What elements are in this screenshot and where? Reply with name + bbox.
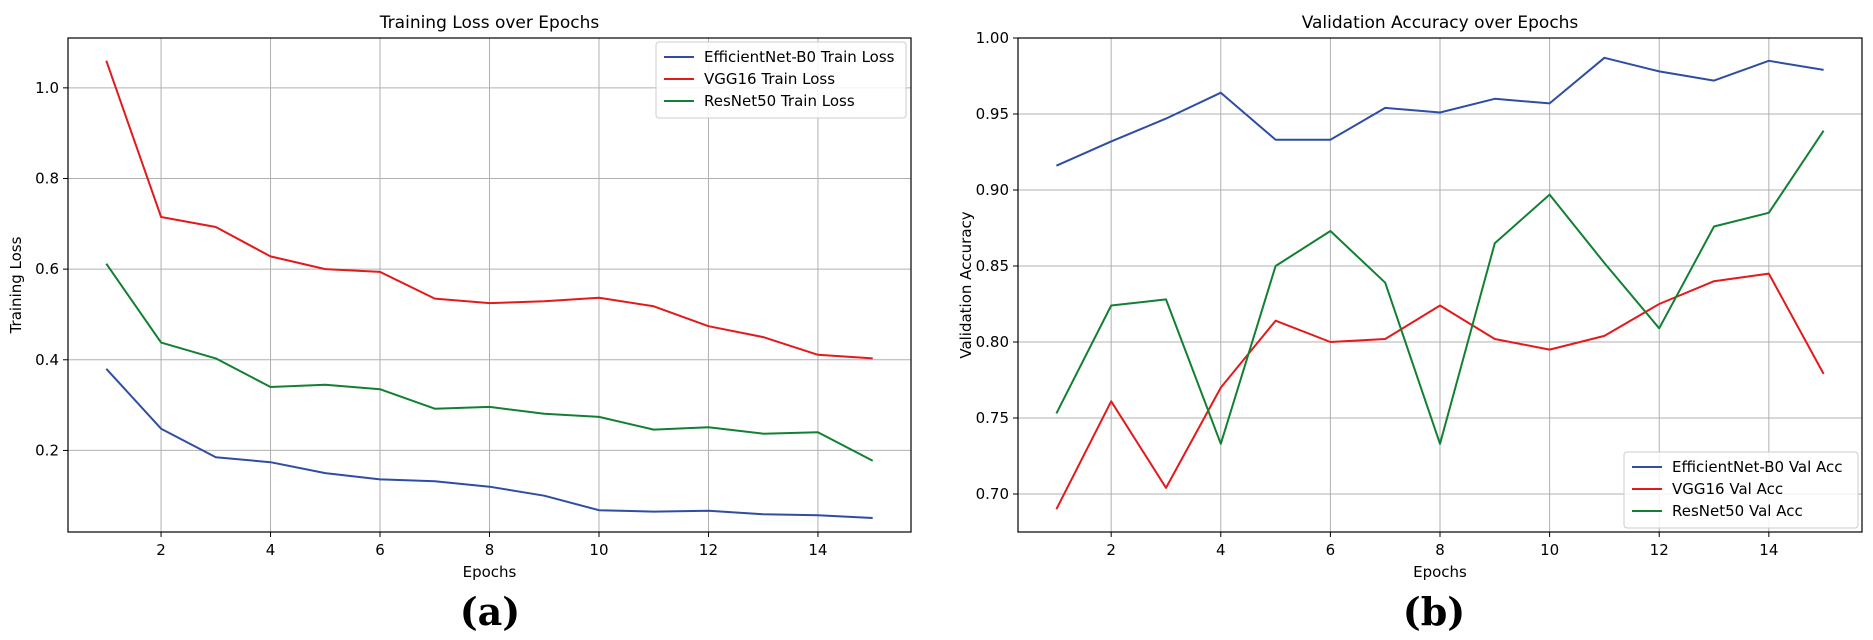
y-tick-label: 0.85: [976, 257, 1009, 275]
series-line-vgg16-train-loss: [105, 60, 873, 360]
series-line-vgg16-val-acc: [1055, 272, 1825, 510]
x-tick-label: 8: [485, 541, 495, 559]
x-tick-label: 12: [699, 541, 718, 559]
panel-label: (a): [460, 589, 521, 634]
y-tick-label: 0.75: [976, 409, 1009, 427]
y-tick-label: 0.8: [35, 169, 59, 187]
x-tick-label: 14: [1759, 541, 1778, 559]
x-tick-label: 14: [808, 541, 827, 559]
x-tick-label: 10: [1540, 541, 1559, 559]
x-tick-label: 4: [266, 541, 276, 559]
x-axis-label: Epochs: [463, 563, 517, 581]
legend-entry: ResNet50 Train Loss: [704, 92, 855, 110]
y-axis-label: Validation Accuracy: [957, 211, 975, 358]
x-axis-label: Epochs: [1413, 563, 1467, 581]
y-tick-label: 1.00: [976, 29, 1009, 47]
y-tick-label: 0.80: [976, 333, 1009, 351]
series-line-resnet50-val-acc: [1055, 130, 1825, 445]
panel-b: 2 4 6 8 10 12 14 0.70 0.75 0.80 0.85 0.90 0.95 1.00 Va…: [957, 13, 1863, 634]
chart-title: Validation Accuracy over Epochs: [1302, 13, 1579, 33]
x-tick-label: 4: [1216, 541, 1226, 559]
legend-box: [655, 41, 907, 119]
y-tick-label: 0.4: [35, 351, 59, 369]
y-tick-label: 0.70: [976, 485, 1009, 503]
y-tick-label: 1.0: [35, 79, 59, 97]
panel-a: 2 4 6 8 10 12 14 0.2 0.4 0.6 0.8 1.0 Training Loss o…: [7, 13, 912, 634]
y-tick-label: 0.6: [35, 260, 59, 278]
legend-box: [1623, 451, 1859, 529]
series-line-efficientnet-b0-val-acc: [1055, 56, 1824, 167]
x-tick-label: 2: [156, 541, 166, 559]
x-tick-label: 12: [1650, 541, 1669, 559]
x-tick-label: 6: [375, 541, 385, 559]
legend-entry: VGG16 Train Loss: [704, 70, 835, 88]
y-tick-label: 0.90: [976, 181, 1009, 199]
x-tick-label: 2: [1106, 541, 1116, 559]
legend-entry: EfficientNet-B0 Train Loss: [704, 48, 895, 66]
x-tick-label: 10: [589, 541, 608, 559]
legend-entry: VGG16 Val Acc: [1672, 480, 1783, 498]
legend-entry: ResNet50 Val Acc: [1672, 502, 1803, 520]
series-line-resnet50-train-loss: [105, 263, 874, 462]
y-axis-label: Training Loss: [7, 236, 25, 334]
panel-label: (b): [1403, 589, 1466, 634]
series-line-efficientnet-b0-train-loss: [105, 368, 873, 519]
x-tick-label: 8: [1435, 541, 1445, 559]
legend-entry: EfficientNet-B0 Val Acc: [1672, 458, 1843, 476]
chart-title: Training Loss over Epochs: [379, 13, 600, 33]
y-tick-label: 0.2: [35, 441, 59, 459]
x-tick-label: 6: [1326, 541, 1336, 559]
y-tick-label: 0.95: [976, 105, 1009, 123]
